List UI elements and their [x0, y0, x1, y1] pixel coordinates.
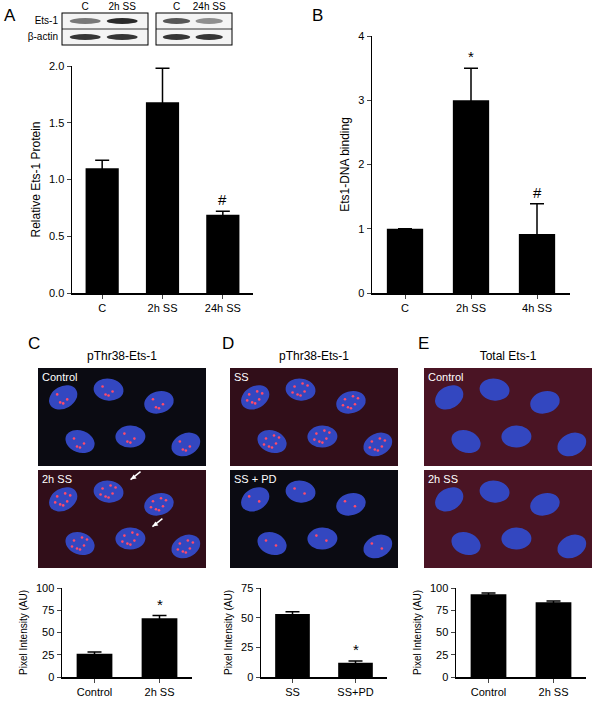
svg-text:Pixel Intensity (AU): Pixel Intensity (AU) [412, 590, 423, 675]
svg-text:2h SS: 2h SS [428, 473, 458, 485]
svg-text:0: 0 [358, 287, 364, 299]
svg-text:*: * [157, 596, 163, 613]
svg-text:2h SS: 2h SS [42, 473, 72, 485]
svg-text:C: C [401, 302, 409, 314]
svg-text:Control: Control [471, 686, 506, 698]
svg-text:2h SS: 2h SS [539, 686, 569, 698]
svg-text:Relative Ets-1 Protein: Relative Ets-1 Protein [29, 121, 43, 237]
svg-text:Pixel Intensity (AU): Pixel Intensity (AU) [223, 590, 234, 675]
svg-text:Ets1-DNA binding: Ets1-DNA binding [338, 117, 352, 212]
html-text:pThr38-Ets-1: pThr38-Ets-1 [279, 349, 349, 363]
svg-text:4: 4 [358, 30, 364, 42]
svg-text:25: 25 [42, 649, 54, 661]
svg-text:0.0: 0.0 [49, 287, 64, 299]
svg-text:2h SS: 2h SS [148, 302, 178, 314]
svg-text:SS: SS [234, 371, 249, 383]
svg-text:#: # [533, 184, 542, 201]
svg-text:75: 75 [241, 582, 253, 594]
svg-text:2: 2 [358, 158, 364, 170]
svg-text:2.0: 2.0 [49, 60, 64, 72]
svg-text:Control: Control [428, 371, 463, 383]
svg-text:50: 50 [436, 626, 448, 638]
svg-text:75: 75 [436, 604, 448, 616]
svg-text:*: * [353, 641, 359, 658]
svg-text:β-actin: β-actin [28, 31, 58, 42]
svg-text:2h SS: 2h SS [456, 302, 486, 314]
svg-text:C: C [173, 1, 180, 12]
svg-text:24h SS: 24h SS [193, 1, 226, 12]
html-text:C: C [28, 334, 41, 353]
svg-text:0: 0 [48, 671, 54, 683]
svg-text:Pixel Intensity (AU): Pixel Intensity (AU) [18, 590, 29, 675]
svg-text:2h SS: 2h SS [109, 1, 137, 12]
svg-text:0: 0 [442, 671, 448, 683]
svg-text:1.0: 1.0 [49, 173, 64, 185]
svg-text:0: 0 [247, 671, 253, 683]
svg-text:Control: Control [77, 686, 112, 698]
html-text:Total Ets-1: Total Ets-1 [479, 349, 537, 363]
svg-text:25: 25 [436, 649, 448, 661]
html-text:pThr38-Ets-1: pThr38-Ets-1 [87, 349, 157, 363]
svg-text:50: 50 [42, 626, 54, 638]
svg-text:C: C [82, 1, 89, 12]
svg-text:24h SS: 24h SS [205, 302, 241, 314]
svg-text:SS: SS [285, 686, 300, 698]
svg-text:C: C [98, 302, 106, 314]
svg-text:50: 50 [241, 612, 253, 624]
svg-text:2h SS: 2h SS [145, 686, 175, 698]
svg-text:*: * [468, 48, 474, 65]
html-text:E: E [418, 334, 430, 353]
svg-text:1.5: 1.5 [49, 117, 64, 129]
svg-text:4h SS: 4h SS [522, 302, 552, 314]
svg-text:25: 25 [241, 641, 253, 653]
svg-text:0.5: 0.5 [49, 230, 64, 242]
html-text:B: B [312, 6, 324, 25]
html-text:A: A [4, 6, 16, 25]
html-text:D: D [222, 334, 235, 353]
svg-text:SS+PD: SS+PD [337, 686, 373, 698]
svg-text:Control: Control [42, 371, 77, 383]
svg-text:SS + PD: SS + PD [234, 473, 277, 485]
svg-text:100: 100 [430, 582, 448, 594]
svg-text:3: 3 [358, 94, 364, 106]
svg-text:1: 1 [358, 223, 364, 235]
svg-text:100: 100 [36, 582, 54, 594]
svg-text:75: 75 [42, 604, 54, 616]
svg-text:Ets-1: Ets-1 [35, 15, 59, 26]
svg-text:#: # [218, 191, 227, 208]
